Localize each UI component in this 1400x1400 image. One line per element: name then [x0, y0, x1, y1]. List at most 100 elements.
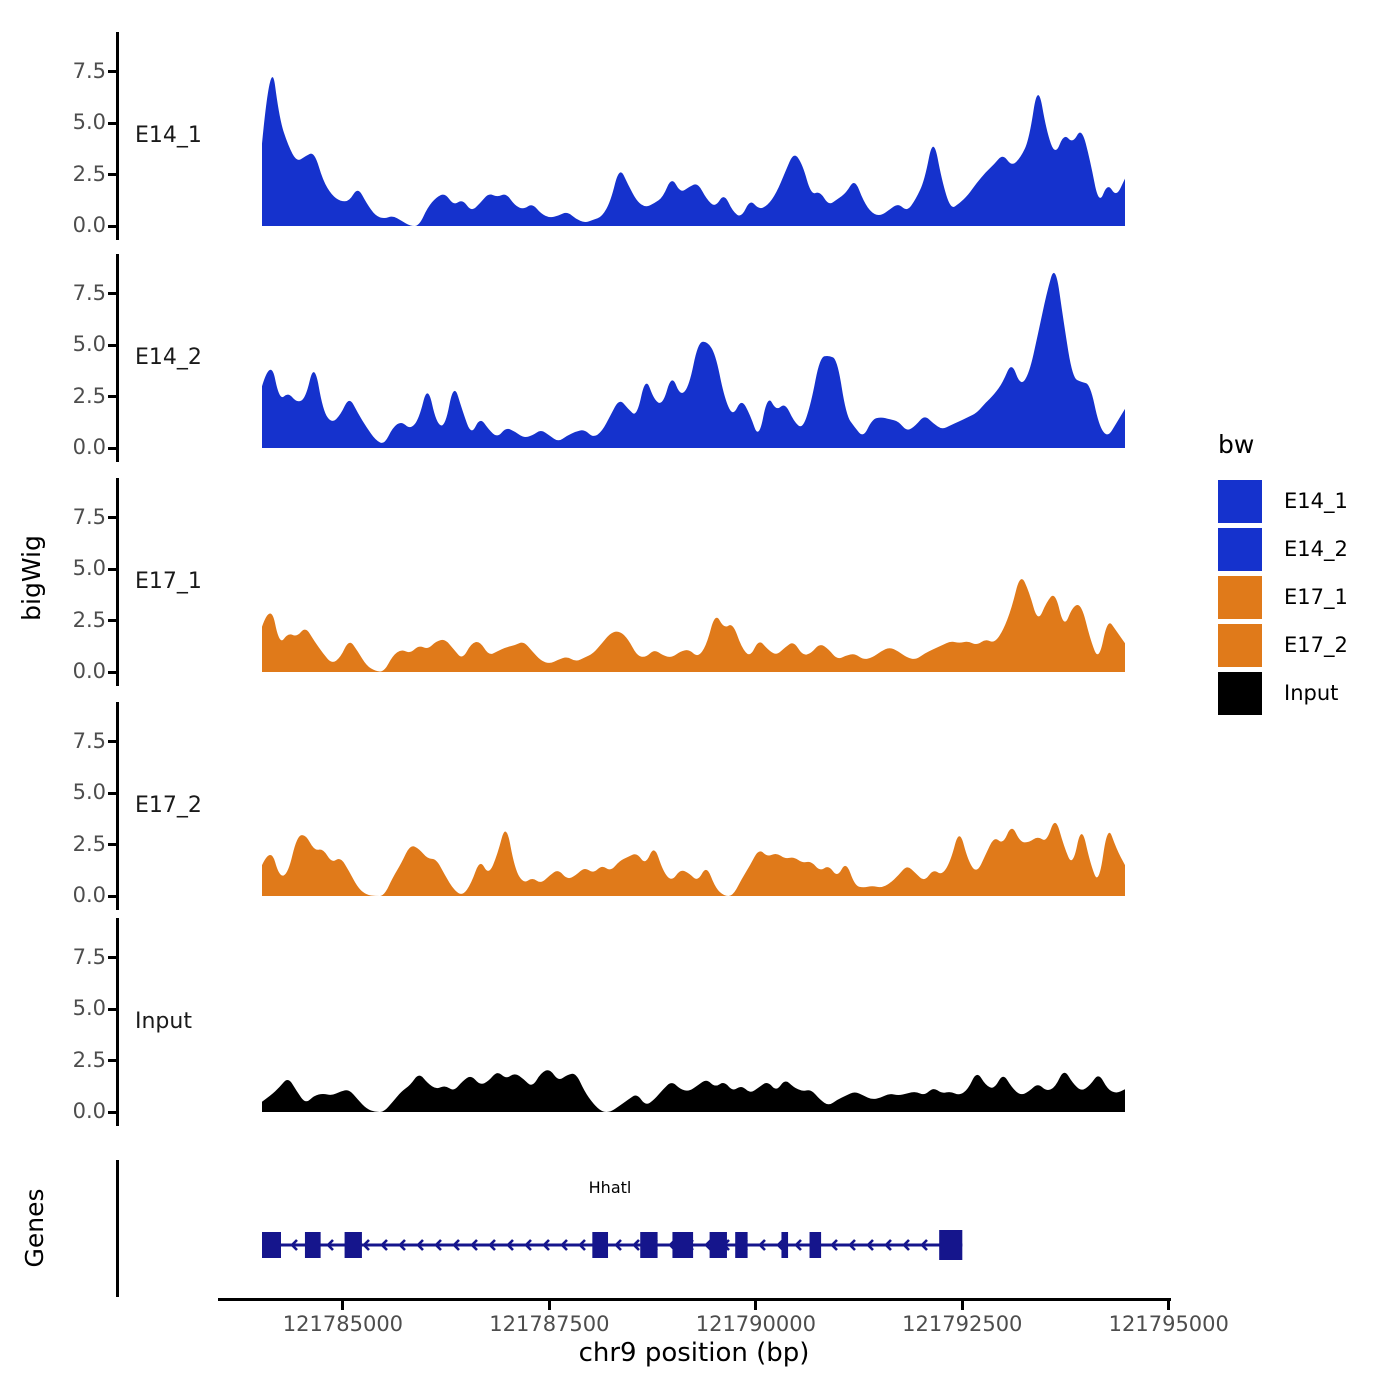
gene-strand-arrow-left: [632, 1239, 640, 1251]
gene-strand-arrow-left: [758, 1239, 766, 1251]
x-tick-121795000: [1167, 1301, 1171, 1310]
gene-model-hhatl: [262, 1230, 963, 1260]
track-area-e14-2: [262, 272, 1125, 448]
gene-exon-8: [735, 1232, 748, 1258]
gene-strand-arrow-left: [920, 1239, 928, 1251]
gene-strand-arrow-left: [362, 1239, 370, 1251]
x-axis-line: [218, 1298, 1171, 1301]
y-tick-label-e14-1-5.0: 5.0: [72, 110, 106, 134]
y-tick-label-e14-2-7.5: 7.5: [72, 280, 106, 305]
y-tick-label-input-2.5: 2.5: [72, 1047, 106, 1072]
legend-label-input: Input: [1284, 681, 1339, 705]
panel-axis-line-input: [116, 918, 119, 1126]
y-tick-label-e14-2-2.5: 2.5: [72, 383, 106, 408]
track-label-e14-2: E14_2: [135, 345, 202, 370]
x-tick-label-121787500: 121787500: [489, 1312, 610, 1336]
y-tick-label-e17-1-0.0: 0.0: [72, 659, 106, 683]
y-tick-e17-2-5.0: [108, 791, 116, 795]
y-tick-e17-1-0.0: [108, 670, 116, 674]
panel-axis-line-e14-2: [116, 254, 119, 462]
x-tick-label-121785000: 121785000: [282, 1312, 404, 1336]
y-tick-label-e17-1-5.0: 5.0: [72, 556, 106, 580]
y-tick-label-e14-1-2.5: 2.5: [72, 161, 106, 186]
y-tick-label-input-5.0: 5.0: [72, 996, 106, 1020]
y-tick-e14-1-2.5: [108, 173, 116, 176]
gene-strand-arrow-left: [488, 1239, 496, 1251]
x-tick-label-121792500: 121792500: [902, 1312, 1023, 1336]
y-tick-label-e14-2-5.0: 5.0: [72, 332, 106, 356]
y-tick-e14-2-0.0: [108, 446, 116, 450]
x-tick-121787500: [547, 1301, 551, 1310]
legend-swatch-e17-1: [1218, 576, 1262, 619]
y-tick-e17-1-2.5: [108, 619, 116, 622]
x-tick-label-121790000: 121790000: [695, 1312, 816, 1336]
gene-strand-arrow-left: [542, 1239, 550, 1251]
gene-strand-arrow-left: [326, 1239, 334, 1251]
gene-strand-arrow-left: [830, 1239, 838, 1251]
gene-strand-arrow-left: [380, 1239, 388, 1251]
y-tick-e14-1-5.0: [108, 121, 116, 125]
y-axis-title-genes: Genes: [20, 1188, 49, 1268]
gene-strand-arrow-left: [416, 1239, 424, 1251]
x-tick-121792500: [960, 1301, 964, 1310]
panel-axis-line-e17-2: [116, 702, 119, 910]
gene-strand-arrow-left: [902, 1239, 910, 1251]
gene-strand-arrow-left: [614, 1239, 622, 1251]
y-tick-e17-1-7.5: [108, 516, 116, 519]
y-tick-e17-2-2.5: [108, 843, 116, 846]
track-label-input: Input: [135, 1009, 192, 1034]
y-tick-e17-2-7.5: [108, 740, 116, 743]
coverage-path-e14-1: [262, 77, 1125, 226]
y-tick-e14-1-7.5: [108, 70, 116, 73]
gene-strand-arrow-left: [794, 1239, 802, 1251]
y-tick-label-e14-1-7.5: 7.5: [72, 58, 106, 83]
gene-exon-7: [709, 1232, 727, 1258]
y-tick-e14-2-2.5: [108, 395, 116, 398]
gene-strand-arrow-left: [560, 1239, 568, 1251]
legend-swatch-e14-1: [1218, 480, 1262, 523]
gene-strand-arrow-left: [452, 1239, 460, 1251]
gene-exon-4: [592, 1232, 609, 1258]
gene-strand-arrow-left: [866, 1239, 874, 1251]
track-area-input: [262, 1070, 1125, 1112]
genes-panel-axis-line: [116, 1160, 119, 1297]
gene-exon-3: [344, 1232, 362, 1258]
gene-strand-arrow-left: [434, 1239, 442, 1251]
y-tick-e17-1-5.0: [108, 567, 116, 571]
panel-axis-line-e14-1: [116, 32, 119, 240]
coverage-path-e17-2: [262, 822, 1125, 896]
y-tick-label-e17-2-2.5: 2.5: [72, 831, 106, 856]
gene-strand-arrow-left: [398, 1239, 406, 1251]
y-tick-e14-2-7.5: [108, 292, 116, 295]
y-tick-input-2.5: [108, 1059, 116, 1062]
x-tick-121790000: [754, 1301, 758, 1310]
y-tick-label-e14-1-0.0: 0.0: [72, 213, 106, 237]
track-label-e17-1: E17_1: [135, 569, 202, 594]
gene-strand-arrow-left: [506, 1239, 514, 1251]
legend-label-e17-1: E17_1: [1284, 585, 1348, 609]
track-label-e14-1: E14_1: [135, 123, 202, 148]
track-label-e17-2: E17_2: [135, 793, 202, 818]
legend-label-e17-2: E17_2: [1284, 633, 1348, 657]
gene-strand-arrow-left: [848, 1239, 856, 1251]
y-tick-e14-1-0.0: [108, 224, 116, 228]
y-tick-label-e17-1-7.5: 7.5: [72, 504, 106, 529]
gene-name-label: Hhatl: [588, 1178, 632, 1197]
legend-swatch-e14-2: [1218, 528, 1262, 571]
y-tick-e14-2-5.0: [108, 343, 116, 347]
y-tick-input-7.5: [108, 956, 116, 959]
gene-exon-5: [640, 1232, 658, 1258]
coverage-path-input: [262, 1070, 1125, 1112]
legend-label-e14-2: E14_2: [1284, 537, 1348, 561]
gene-strand-arrow-left: [578, 1239, 586, 1251]
y-tick-label-input-0.0: 0.0: [72, 1099, 106, 1123]
gene-exon-11: [939, 1230, 963, 1260]
y-tick-label-input-7.5: 7.5: [72, 944, 106, 969]
coverage-path-e17-1: [262, 579, 1125, 672]
gene-strand-arrow-left: [884, 1239, 892, 1251]
gene-strand-arrow-left: [290, 1239, 298, 1251]
gene-exon-10: [809, 1232, 822, 1258]
legend-swatch-input: [1218, 672, 1262, 715]
panel-axis-line-e17-1: [116, 478, 119, 686]
